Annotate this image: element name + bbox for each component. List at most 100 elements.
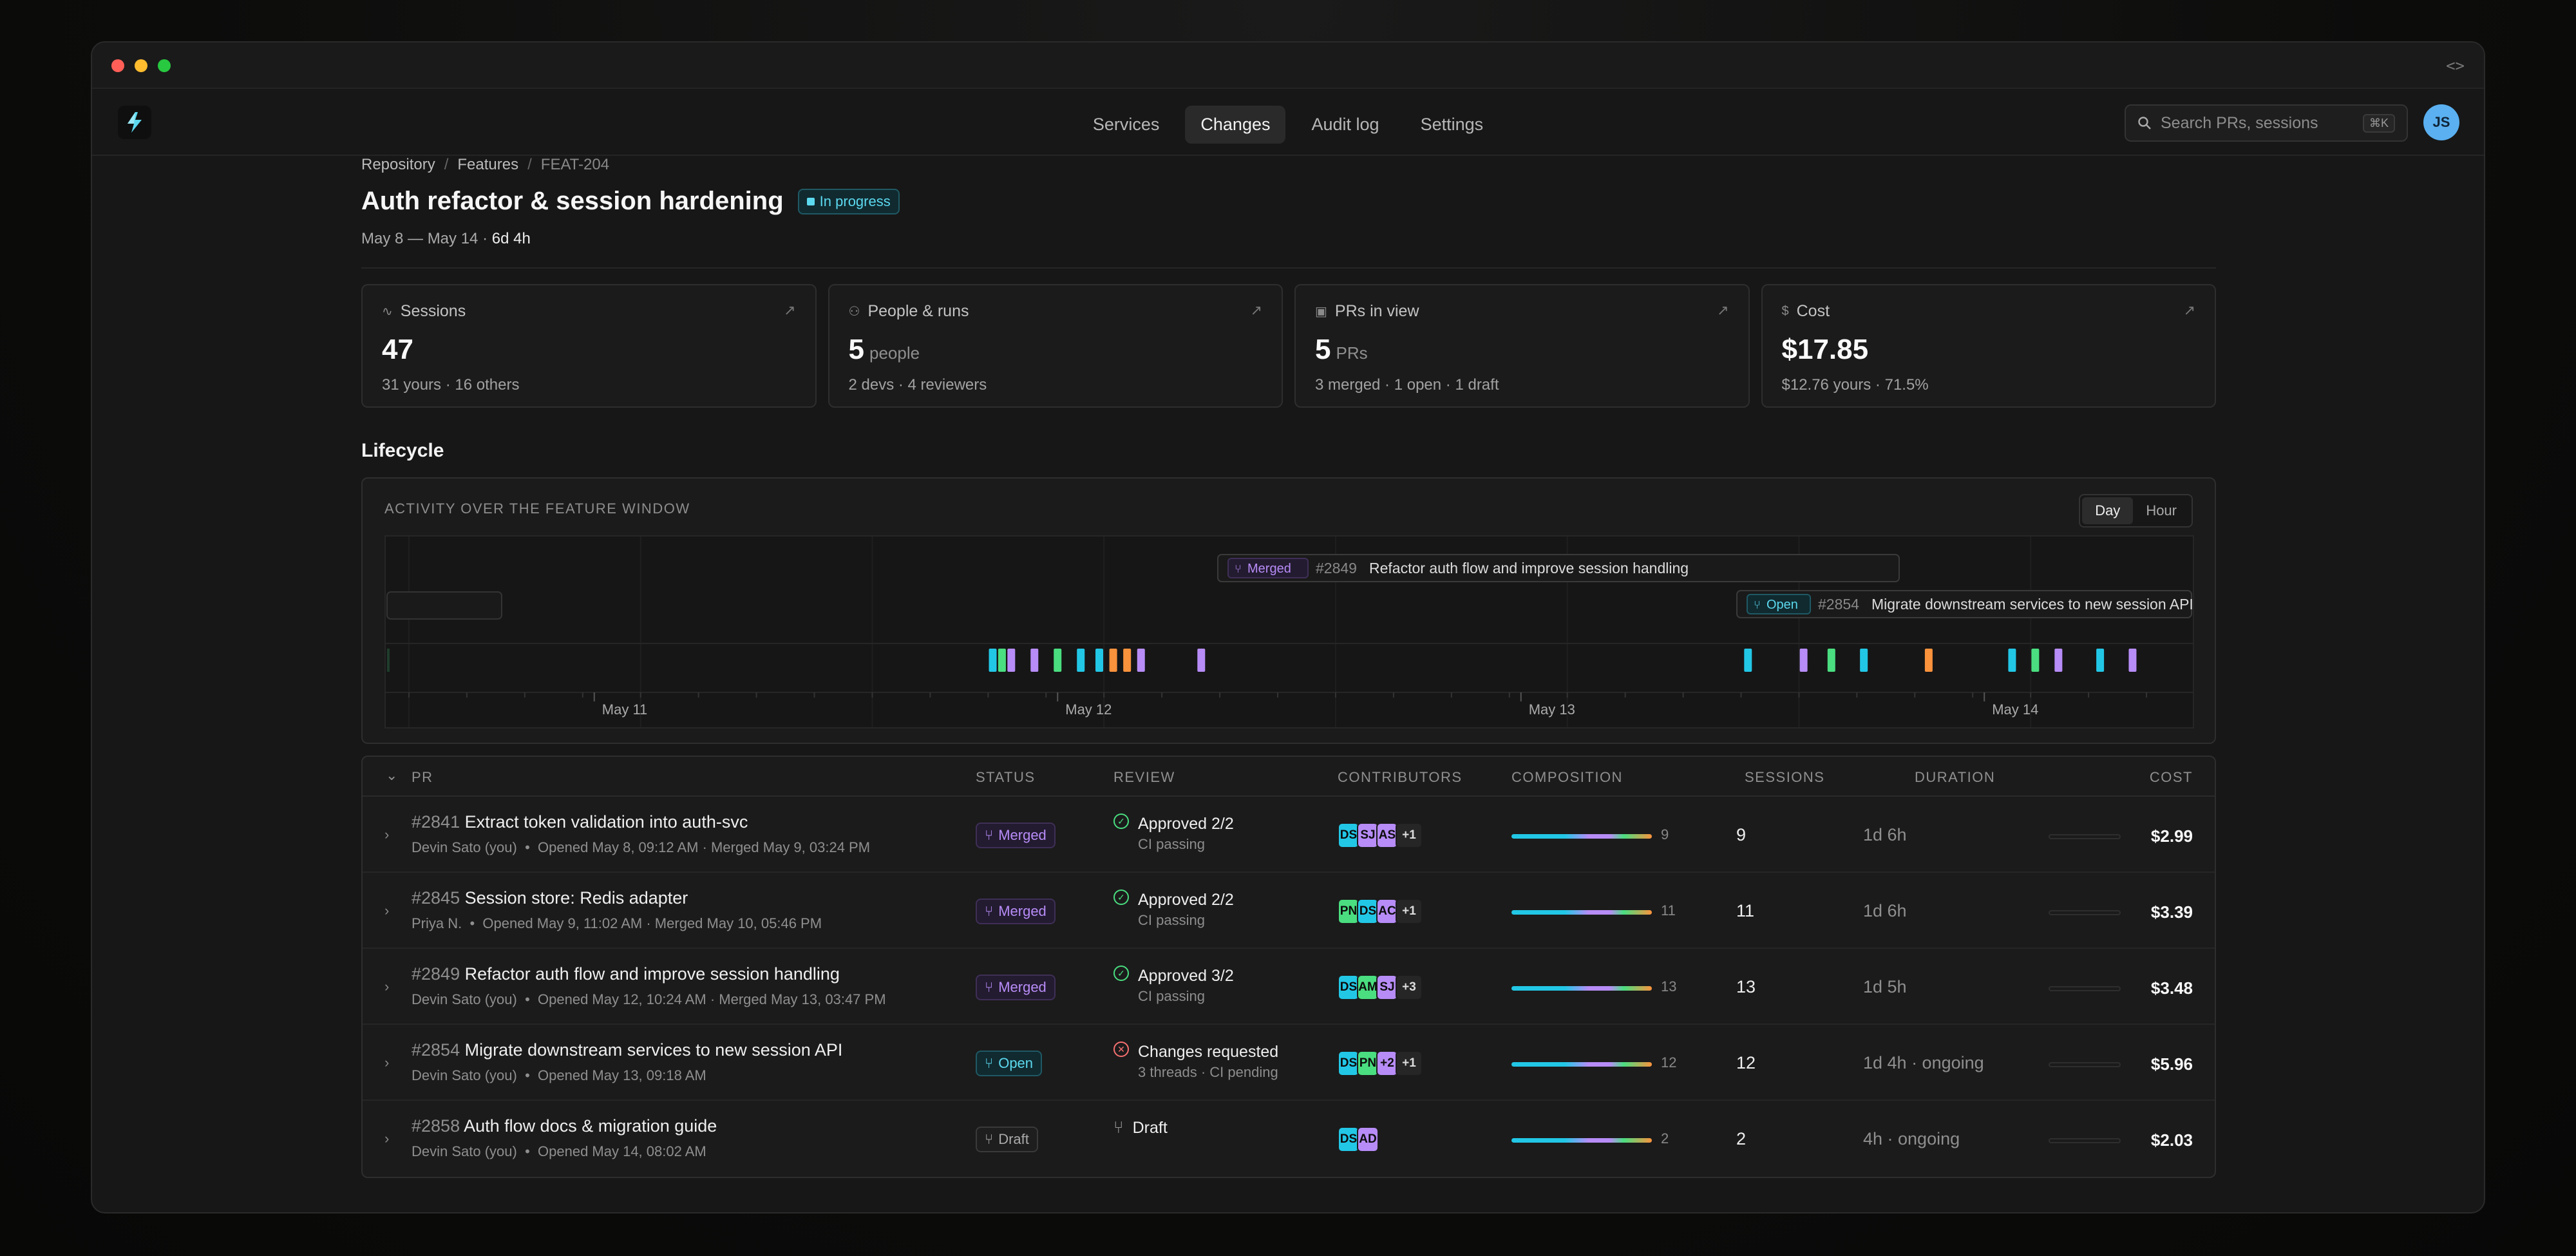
- contributor-avatar[interactable]: DS: [1338, 975, 1359, 1000]
- code-icon[interactable]: <>: [2446, 57, 2465, 75]
- card-value: $17.85: [1781, 334, 1869, 365]
- contributors-more[interactable]: +1: [1396, 899, 1423, 924]
- chevron-right-icon[interactable]: ›: [384, 978, 390, 994]
- annotation-status: Open: [1766, 598, 1798, 612]
- section-heading-lifecycle: Lifecycle: [361, 440, 444, 461]
- composition-count: 13: [1661, 978, 1677, 994]
- check-circle-icon: ✓: [1113, 890, 1129, 905]
- status-badge: ⑂ Draft: [976, 1127, 1038, 1152]
- nav-services[interactable]: Services: [1092, 115, 1160, 134]
- sessions-count: 13: [1736, 977, 1756, 996]
- pr-title[interactable]: #2854 Migrate downstream services to new…: [412, 1040, 842, 1060]
- status-badge: ⑂ Merged: [976, 899, 1056, 924]
- contributors-more[interactable]: +1: [1396, 1051, 1423, 1076]
- contributors: DS SJ AS +1: [1338, 823, 1423, 848]
- logo[interactable]: [118, 106, 151, 139]
- close-window-button[interactable]: [111, 59, 124, 72]
- minimize-window-button[interactable]: [135, 59, 147, 72]
- composition-count: 12: [1661, 1054, 1677, 1070]
- feature-duration: 6d 4h: [491, 230, 531, 247]
- contributors-more[interactable]: +3: [1396, 975, 1423, 1000]
- card-sessions[interactable]: ∿ Sessions ↗ 47 31 yours · 16 others: [361, 284, 817, 408]
- lifecycle-panel: ACTIVITY OVER THE FEATURE WINDOW Day Hou…: [164, 477, 2216, 744]
- window-start-marker: [387, 649, 390, 672]
- contributor-avatar[interactable]: AC: [1376, 899, 1398, 924]
- card-label: PRs in view: [1334, 302, 1419, 320]
- annotation-pr-number: #2854: [1818, 596, 1859, 613]
- card-cost[interactable]: $ Cost ↗ $17.85 $12.76 yours · 71.5%: [1761, 284, 2216, 408]
- col-duration[interactable]: DURATION: [1915, 769, 1996, 785]
- breadcrumb-repository[interactable]: Repository: [361, 156, 435, 173]
- card-prs[interactable]: ▣ PRs in view ↗ 5 PRs 3 merged · 1 open · …: [1294, 284, 1750, 408]
- session-event-bar: [1077, 649, 1085, 672]
- pr-author: Devin Sato (you): [412, 1143, 517, 1159]
- arrow-up-right-icon[interactable]: ↗: [2183, 302, 2195, 318]
- session-event-bar: [1799, 649, 1808, 672]
- pr-title[interactable]: #2841 Extract token validation into auth…: [412, 812, 748, 832]
- status-badge: ⑂ Open: [976, 1051, 1043, 1076]
- chevron-right-icon[interactable]: ›: [384, 902, 390, 918]
- duration: 1d 6h: [1863, 901, 1907, 920]
- contributor-avatar[interactable]: DS: [1338, 1127, 1359, 1152]
- col-composition[interactable]: COMPOSITION: [1511, 769, 1623, 785]
- user-avatar[interactable]: JS: [2423, 104, 2459, 140]
- pr-title[interactable]: #2849 Refactor auth flow and improve ses…: [412, 964, 840, 984]
- col-sessions[interactable]: SESSIONS: [1745, 769, 1825, 785]
- nav-audit-log[interactable]: Audit log: [1311, 115, 1379, 134]
- chevron-right-icon[interactable]: ›: [384, 1130, 390, 1147]
- maximize-window-button[interactable]: [158, 59, 171, 72]
- table-row[interactable]: › #2854 Migrate downstream services to n…: [363, 1025, 2215, 1101]
- breadcrumb-features[interactable]: Features: [457, 156, 519, 173]
- duration: 1d 6h: [1863, 825, 1907, 844]
- col-pr[interactable]: PR: [412, 769, 433, 785]
- table-row[interactable]: › #2841 Extract token validation into au…: [363, 797, 2215, 873]
- contributor-avatar[interactable]: +2: [1376, 1051, 1398, 1076]
- contributor-avatar[interactable]: AM: [1357, 975, 1379, 1000]
- arrow-up-right-icon[interactable]: ↗: [1717, 302, 1729, 318]
- branch-icon: ⑂: [985, 979, 994, 995]
- session-event-bar: [1744, 649, 1752, 672]
- contributor-avatar[interactable]: DS: [1338, 1051, 1359, 1076]
- branch-icon: ⑂: [1235, 562, 1242, 576]
- contributor-avatar[interactable]: DS: [1357, 899, 1379, 924]
- session-event-bar: [2031, 649, 2040, 672]
- pr-title[interactable]: #2858 Auth flow docs & migration guide: [412, 1116, 717, 1136]
- col-status[interactable]: STATUS: [976, 769, 1036, 785]
- status-label: Merged: [998, 827, 1046, 843]
- branch-icon: ⑂: [985, 1055, 994, 1071]
- toggle-hour[interactable]: Hour: [2146, 502, 2177, 519]
- contributor-avatar[interactable]: AS: [1376, 823, 1398, 848]
- contributor-avatar[interactable]: DS: [1338, 823, 1359, 848]
- session-event-bar: [998, 649, 1006, 672]
- toggle-day[interactable]: Day: [2082, 497, 2134, 524]
- table-row[interactable]: › #2849 Refactor auth flow and improve s…: [363, 949, 2215, 1025]
- people-icon: ⚇: [848, 305, 860, 319]
- pr-title[interactable]: #2845 Session store: Redis adapter: [412, 888, 688, 908]
- contributors-more[interactable]: +1: [1396, 823, 1423, 848]
- pr-author: Devin Sato (you): [412, 1067, 517, 1083]
- table-header: ⌄ PR STATUS REVIEW CONTRIBUTORS COMPOSIT…: [363, 757, 2215, 797]
- col-cost[interactable]: COST: [2149, 769, 2193, 785]
- contributor-avatar[interactable]: SJ: [1357, 823, 1379, 848]
- chevron-right-icon[interactable]: ›: [384, 826, 390, 842]
- col-review[interactable]: REVIEW: [1113, 769, 1175, 785]
- contributor-avatar[interactable]: SJ: [1376, 975, 1398, 1000]
- review-cell: ✓ Approved 3/2 CI passing: [1113, 966, 1234, 1005]
- contributor-avatar[interactable]: PN: [1357, 1051, 1379, 1076]
- search-input[interactable]: Search PRs, sessions ⌘K: [2125, 104, 2408, 142]
- table-row[interactable]: › #2845 Session store: Redis adapter Pri…: [363, 873, 2215, 949]
- card-people[interactable]: ⚇ People & runs ↗ 5 people 2 devs · 4 revi…: [828, 284, 1283, 408]
- arrow-up-right-icon[interactable]: ↗: [1250, 302, 1262, 318]
- nav-settings[interactable]: Settings: [1420, 115, 1484, 134]
- collapse-all-icon[interactable]: ⌄: [386, 767, 399, 783]
- col-contributors[interactable]: CONTRIBUTORS: [1338, 769, 1463, 785]
- contributor-avatar[interactable]: AD: [1357, 1127, 1379, 1152]
- chevron-right-icon[interactable]: ›: [384, 1054, 390, 1070]
- pr-dates: Opened May 12, 10:24 AM · Merged May 13,…: [538, 991, 886, 1007]
- arrow-up-right-icon[interactable]: ↗: [784, 302, 796, 318]
- composition-bar: [1511, 1138, 1652, 1143]
- contributor-avatar[interactable]: PN: [1338, 899, 1359, 924]
- table-row[interactable]: › #2858 Auth flow docs & migration guide…: [363, 1101, 2215, 1177]
- nav-changes[interactable]: Changes: [1185, 106, 1286, 144]
- date-range: May 8 — May 14 ·: [361, 230, 488, 247]
